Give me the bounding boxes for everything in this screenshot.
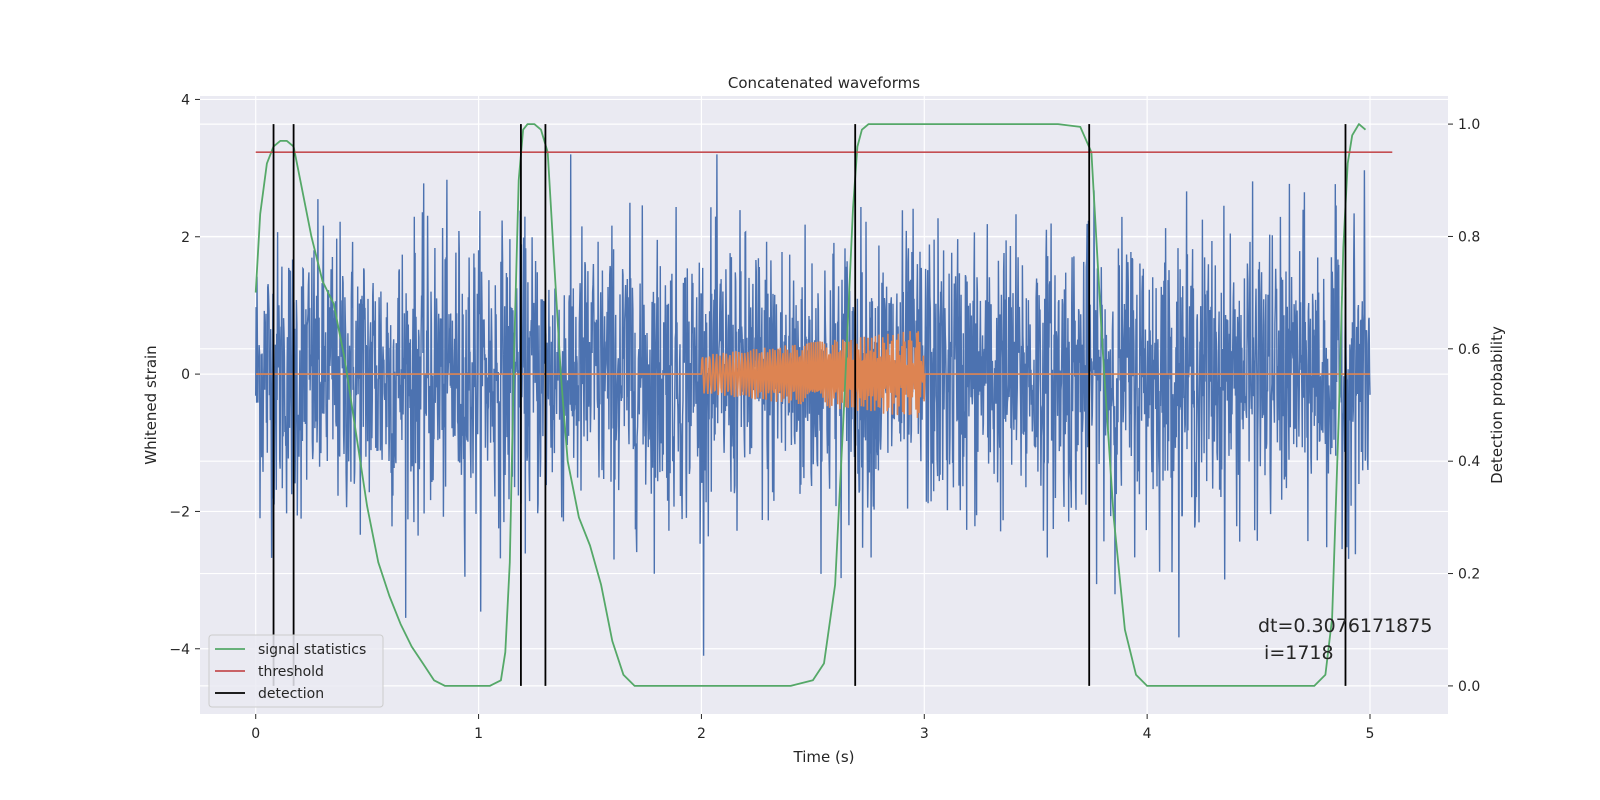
x-tick-label: 0 <box>251 726 260 742</box>
probability-series <box>254 123 1393 687</box>
y-axis-left-label: Whitened strain <box>142 345 160 464</box>
injected-waveform-series <box>256 331 1370 418</box>
y-left-tick-label: 0 <box>181 367 190 383</box>
x-tick-label: 5 <box>1366 726 1375 742</box>
tick-layer: 0 1 2 3 4 5 4 2 0 −2 −4 1.0 0.8 0.6 0.4 0.2 0.0 <box>169 92 1480 742</box>
x-axis-label: Time (s) <box>793 748 855 766</box>
x-tick-label: 3 <box>920 726 929 742</box>
y-left-tick-label: 4 <box>181 92 190 108</box>
legend-label-signal-statistics: signal statistics <box>258 642 366 658</box>
y-right-tick-label: 0.4 <box>1458 454 1480 470</box>
y-right-tick-label: 0.6 <box>1458 342 1480 358</box>
y-axis-right-label: Detection probability <box>1488 326 1506 484</box>
legend-box <box>208 634 384 708</box>
y-left-tick-label: −4 <box>169 642 190 658</box>
y-right-tick-label: 0.0 <box>1458 679 1480 695</box>
legend-label-threshold: threshold <box>258 664 324 680</box>
y-left-tick-label: −2 <box>169 504 190 520</box>
x-tick-label: 2 <box>697 726 706 742</box>
y-left-tick-label: 2 <box>181 230 190 246</box>
signal-statistics-line <box>254 123 1367 687</box>
annotation-index: i=1718 <box>1258 642 1334 664</box>
y-right-tick-label: 0.2 <box>1458 567 1480 583</box>
chart-title: Concatenated waveforms <box>728 74 920 92</box>
legend-label-detection: detection <box>258 686 324 702</box>
x-tick-label: 4 <box>1143 726 1152 742</box>
y-right-tick-label: 1.0 <box>1458 117 1480 133</box>
legend: signal statistics threshold detection <box>208 634 384 708</box>
annotation-dt: dt=0.3076171875 <box>1258 615 1432 637</box>
injected-waveform-line <box>256 331 1370 418</box>
x-tick-label: 1 <box>474 726 483 742</box>
y-right-tick-label: 0.8 <box>1458 229 1480 245</box>
